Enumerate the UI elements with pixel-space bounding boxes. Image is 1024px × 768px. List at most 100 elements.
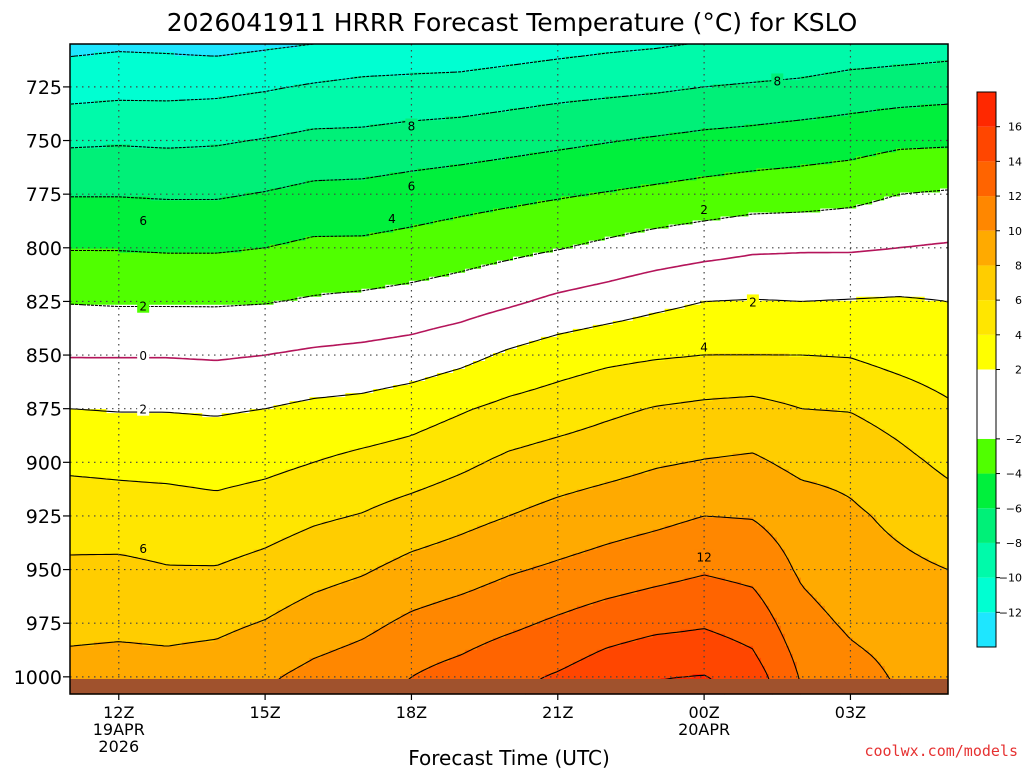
temperature-band-9 (70, 397, 949, 647)
x-tick-label-15Z: 15Z (249, 703, 280, 722)
colorbar-band-8 (977, 300, 996, 335)
contour-label-2: 2 (139, 300, 147, 314)
y-tick-label-925: 925 (26, 506, 62, 528)
colorbar-tick-label-4: 4 (1015, 329, 1022, 342)
colorbar-band-1 (977, 577, 996, 613)
colorbar-band-3 (977, 508, 996, 543)
y-tick-label-725: 725 (26, 77, 62, 99)
contour-label-10: 12 (696, 551, 711, 565)
colorbar-band-9 (977, 265, 996, 301)
isotherm--6 (70, 103, 949, 201)
contour-label-3: 6 (139, 542, 147, 556)
isotherm-6 (69, 395, 949, 567)
temperature-band-2 (70, 44, 949, 149)
colorbar: −12 −10 −8 −6 −4 −2 2 4 6 8 10 12 14 16 (976, 91, 1022, 648)
colorbar-band-4 (977, 473, 996, 509)
chart-title: 2026041911 HRRR Forecast Temperature (°C… (167, 8, 858, 37)
contour-label-bg-3 (137, 541, 150, 556)
temperature-band-5 (70, 148, 949, 306)
colorbar-band-13 (977, 126, 996, 162)
colorbar-band-2 (977, 542, 996, 578)
contour-label-bg-0 (137, 401, 150, 416)
contour-label-1: 0 (139, 349, 147, 363)
contour-labels: 2 0 2 6 6 4 6 8 2 4 12 2 8 (137, 73, 784, 565)
isotherm-2 (69, 296, 949, 417)
temperature-band-1 (70, 44, 674, 105)
colorbar-tick-label-12: 12 (1008, 190, 1022, 203)
colorbar-band-14 (977, 92, 996, 127)
temperature-band-4 (70, 104, 949, 254)
x-tick-label-20APR: 20APR (678, 720, 730, 739)
isotherm-10 (264, 515, 901, 695)
y-tick-label-1000: 1000 (14, 667, 62, 689)
contour-label-6: 6 (408, 180, 416, 194)
temperature-band-8 (70, 352, 949, 567)
contour-label-bg-8 (698, 202, 711, 217)
contour-label-4: 6 (139, 214, 147, 228)
y-tick-label-900: 900 (26, 452, 62, 474)
contour-label-bg-5 (385, 210, 398, 225)
contour-label-8: 2 (700, 203, 708, 217)
colorbar-band-7 (977, 334, 996, 370)
contour-label-7: 8 (408, 120, 416, 134)
colorbar-tick-label-14: 14 (1008, 155, 1022, 168)
contour-label-11: 2 (749, 295, 757, 309)
isotherm--10 (69, 43, 688, 105)
y-tick-label-750: 750 (26, 131, 62, 153)
x-tick-label-03Z: 03Z (835, 703, 866, 722)
colorbar-tick-label-10: 10 (1008, 225, 1022, 238)
isotherm--4 (70, 146, 949, 254)
colorbar-tick-label--12: −12 (999, 606, 1022, 619)
temperature-band-12 (397, 573, 801, 695)
y-tick-label-825: 825 (26, 291, 62, 313)
contour-label-0: 2 (139, 403, 147, 417)
contour-label-bg-10 (694, 549, 715, 564)
y-tick-label-950: 950 (26, 560, 62, 582)
contour-label-bg-7 (405, 118, 418, 133)
x-tick-label-2026: 2026 (98, 737, 139, 756)
colorbar-band-12 (977, 161, 996, 197)
contour-label-bg-6 (405, 178, 418, 193)
y-tick-label-875: 875 (26, 399, 62, 421)
y-tick-label-775: 775 (26, 184, 62, 206)
colorbar-band-10 (977, 230, 996, 266)
colorbar-tick-label--2: −2 (1006, 433, 1022, 446)
credit-link[interactable]: coolwx.com/models (864, 742, 1018, 760)
contour-label-bg-4 (137, 212, 150, 227)
x-tick-label-19APR: 19APR (93, 720, 145, 739)
temperature-band-0 (70, 44, 299, 57)
x-tick-label-12Z: 12Z (103, 703, 134, 722)
contour-label-bg-12 (771, 73, 784, 88)
colorbar-tick-label--8: −8 (1006, 537, 1022, 550)
y-tick-label-975: 975 (26, 613, 62, 635)
x-tick-label-21Z: 21Z (542, 703, 573, 722)
temperature-band-7 (70, 296, 949, 490)
colorbar-band-5 (977, 438, 996, 474)
colorbar-band-11 (977, 196, 996, 231)
isotherm-4 (69, 354, 949, 492)
pressure-axis: 725 750 775 800 825 850 875 900 925 950 975 1000 (14, 77, 70, 689)
contour-label-bg-1 (137, 348, 150, 363)
colorbar-tick-label-6: 6 (1015, 294, 1022, 307)
contour-label-12: 8 (773, 74, 781, 88)
colorbar-tick-label-2: 2 (1015, 364, 1022, 377)
colorbar-tick-label-8: 8 (1015, 259, 1022, 272)
colorbar-tick-label--4: −4 (1006, 468, 1022, 481)
contour-label-5: 4 (388, 212, 396, 226)
gridlines (70, 44, 948, 694)
x-tick-label-18Z: 18Z (396, 703, 427, 722)
temperature-band-3 (70, 60, 949, 202)
colorbar-tick-label--6: −6 (1006, 502, 1022, 515)
ground-surface (70, 678, 948, 694)
isotherm-12 (392, 574, 804, 695)
x-tick-label-00Z: 00Z (688, 703, 719, 722)
temperature-fill (70, 44, 949, 695)
contour-label-bg-2 (137, 298, 150, 313)
colorbar-tick-label--10: −10 (999, 572, 1022, 585)
y-tick-label-850: 850 (26, 345, 62, 367)
y-tick-label-800: 800 (26, 238, 62, 260)
colorbar-tick-label-16: 16 (1008, 121, 1022, 134)
colorbar-band-0 (977, 612, 996, 647)
